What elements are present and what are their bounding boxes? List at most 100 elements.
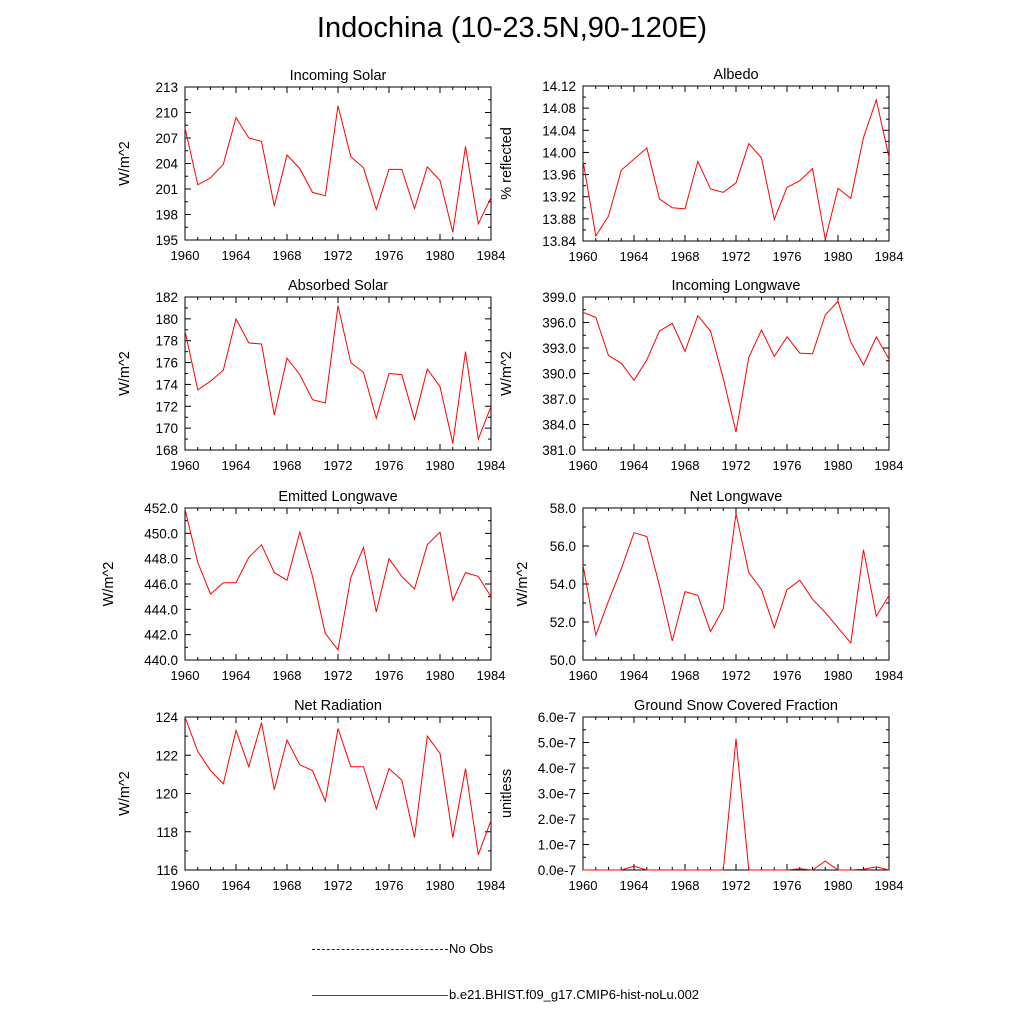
- x-tick-label: 1984: [875, 458, 904, 473]
- legend-obs-label: No Obs: [449, 941, 494, 956]
- y-axis-label: W/m^2: [117, 141, 133, 186]
- panel-frame: [184, 507, 492, 661]
- series-line-model: [184, 716, 492, 855]
- y-tick-label: 58.0: [550, 501, 576, 516]
- x-tick-label: 1980: [426, 668, 455, 683]
- panel-title: Emitted Longwave: [278, 489, 397, 505]
- x-tick-label: 1972: [324, 668, 353, 683]
- x-tick-label: 1984: [875, 249, 904, 264]
- x-tick-label: 1964: [222, 248, 251, 263]
- x-tick-label: 1976: [375, 668, 404, 683]
- x-tick-label: 1984: [477, 668, 506, 683]
- series-line-model: [184, 509, 492, 652]
- series-line-model: [582, 300, 890, 433]
- y-axis-label: W/m^2: [117, 771, 133, 816]
- panel-incoming-longwave: 1960 1964 1968 1972 1976 1980 1984 381.0 384.0 38…: [499, 278, 903, 473]
- y-axis-label: % reflected: [499, 127, 515, 200]
- y-axis-label: W/m^2: [101, 562, 117, 607]
- y-tick-label: 2.0e-7: [538, 812, 576, 827]
- series-line-model: [583, 738, 890, 871]
- series-line-model: [184, 105, 492, 233]
- x-tick-label: 1980: [426, 878, 455, 893]
- panel-frame: [582, 507, 890, 661]
- x-tick-label: 1968: [671, 668, 700, 683]
- x-tick-label: 1968: [273, 878, 302, 893]
- y-tick-label: 168: [155, 443, 178, 458]
- y-tick-label: 176: [155, 356, 178, 371]
- y-tick-label: 3.0e-7: [538, 787, 576, 802]
- y-tick-label: 52.0: [550, 615, 576, 630]
- y-tick-label: 14.12: [542, 79, 576, 94]
- y-tick-label: 116: [156, 863, 178, 878]
- x-tick-label: 1960: [569, 249, 598, 264]
- x-tick-label: 1964: [620, 458, 649, 473]
- y-tick-label: 14.08: [542, 101, 576, 116]
- y-axis-label: W/m^2: [515, 562, 531, 607]
- x-tick-label: 1980: [824, 668, 853, 683]
- x-tick-label: 1960: [171, 668, 200, 683]
- legend-model-label: b.e21.BHIST.f09_g17.CMIP6-hist-noLu.002: [449, 987, 700, 1002]
- y-tick-label: 450.0: [144, 526, 178, 541]
- x-tick-label: 1960: [171, 458, 200, 473]
- y-axis-label: W/m^2: [499, 351, 515, 396]
- panel-net-radiation: 1960 1964 1968 1972 1976 1980 1984 116 118 120 122…: [117, 698, 505, 893]
- panel-frame: [184, 716, 492, 871]
- series-line-model: [582, 97, 890, 240]
- x-tick-label: 1972: [722, 878, 751, 893]
- panel-title: Net Radiation: [294, 698, 382, 714]
- x-tick-label: 1968: [671, 458, 700, 473]
- y-tick-label: 54.0: [550, 577, 576, 592]
- series-line-model: [184, 305, 492, 444]
- y-tick-label: 13.88: [542, 212, 576, 227]
- panel-frame: [184, 86, 492, 241]
- y-tick-label: 172: [155, 399, 178, 414]
- y-tick-label: 381.0: [542, 443, 576, 458]
- x-tick-label: 1964: [222, 668, 251, 683]
- y-tick-label: 120: [155, 787, 178, 802]
- x-tick-label: 1972: [722, 668, 751, 683]
- y-axis-label: W/m^2: [117, 351, 133, 396]
- y-tick-label: 213: [155, 80, 178, 95]
- x-tick-label: 1964: [222, 458, 251, 473]
- x-tick-label: 1984: [477, 878, 506, 893]
- panel-title: Albedo: [713, 67, 758, 83]
- x-tick-label: 1964: [222, 878, 251, 893]
- y-tick-label: 195: [155, 233, 178, 248]
- legend-obs-line-swatch: [312, 949, 448, 950]
- y-tick-label: 396.0: [542, 316, 576, 331]
- y-tick-label: 1.0e-7: [538, 838, 576, 853]
- y-tick-label: 442.0: [144, 628, 178, 643]
- x-tick-label: 1960: [171, 248, 200, 263]
- x-tick-label: 1976: [773, 668, 802, 683]
- y-tick-label: 399.0: [542, 290, 576, 305]
- y-tick-label: 444.0: [144, 602, 178, 617]
- x-tick-label: 1960: [569, 878, 598, 893]
- y-tick-label: 384.0: [542, 418, 576, 433]
- y-tick-label: 4.0e-7: [538, 761, 576, 776]
- panel-incoming-solar: 1960 1964 1968 1972 1976 1980 1984 195 198 201 204…: [117, 68, 505, 263]
- y-tick-label: 210: [155, 106, 178, 121]
- y-tick-label: 448.0: [144, 552, 178, 567]
- x-tick-label: 1968: [671, 878, 700, 893]
- y-tick-label: 440.0: [144, 653, 178, 668]
- y-tick-label: 201: [155, 182, 178, 197]
- x-tick-label: 1980: [824, 249, 853, 264]
- x-tick-label: 1980: [426, 458, 455, 473]
- y-tick-label: 5.0e-7: [538, 736, 576, 751]
- x-tick-label: 1964: [620, 668, 649, 683]
- panel-title: Incoming Longwave: [672, 278, 801, 294]
- y-tick-label: 6.0e-7: [538, 710, 576, 725]
- y-tick-label: 387.0: [542, 392, 576, 407]
- x-tick-label: 1984: [477, 248, 506, 263]
- x-tick-label: 1972: [324, 248, 353, 263]
- y-tick-label: 50.0: [550, 653, 576, 668]
- x-tick-label: 1976: [375, 458, 404, 473]
- y-tick-label: 170: [155, 421, 178, 436]
- y-tick-label: 180: [155, 312, 178, 327]
- panel-frame: [184, 296, 492, 451]
- x-tick-label: 1972: [324, 878, 353, 893]
- y-tick-label: 207: [155, 131, 178, 146]
- panel-title: Absorbed Solar: [288, 278, 388, 294]
- y-tick-label: 390.0: [542, 367, 576, 382]
